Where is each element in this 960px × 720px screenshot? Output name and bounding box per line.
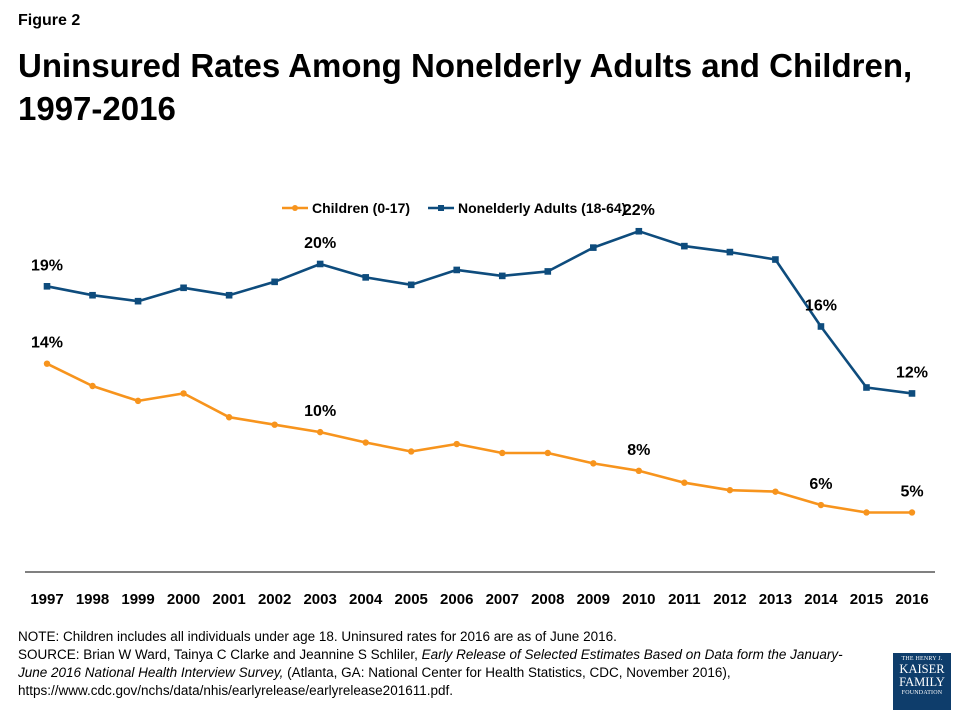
- source-text: SOURCE: Brian W Ward, Tainya C Clarke an…: [18, 646, 868, 700]
- series-0-data-label-2003: 10%: [304, 403, 336, 420]
- series-1-point-2013: [772, 256, 779, 263]
- series-0-data-label-2010: 8%: [627, 442, 650, 459]
- series-1-data-label-2014: 16%: [805, 297, 837, 314]
- series-1-point-2003: [316, 260, 324, 268]
- series-1-line: [46, 229, 913, 395]
- series-0-point-1999: [134, 397, 142, 405]
- chart-legend: Children (0-17) Nonelderly Adults (18-64): [282, 200, 626, 216]
- series-0-point-2002: [271, 421, 278, 428]
- series-0-point-2007: [499, 449, 506, 457]
- chart-title: Uninsured Rates Among Nonelderly Adults …: [18, 47, 913, 127]
- series-1-data-label-2003: 20%: [304, 235, 336, 252]
- series-1-point-2005: [407, 281, 415, 289]
- series-0-point-2001: [225, 414, 233, 421]
- x-tick-label-2003: 2003: [303, 591, 336, 608]
- x-tick-label-2015: 2015: [850, 591, 883, 608]
- series-1-data-label-2010: 22%: [623, 202, 655, 219]
- series-1-point-2007: [498, 272, 506, 280]
- series-1-point-2014: [817, 323, 825, 330]
- note-text: NOTE: Children includes all individuals …: [18, 629, 617, 644]
- series-1-point-2004: [362, 274, 369, 281]
- series-1-point-1997: [43, 283, 51, 290]
- series-0-point-2013: [772, 488, 779, 495]
- series-1-point-2001: [225, 291, 233, 299]
- x-tick-label-2005: 2005: [395, 591, 428, 608]
- x-tick-label-2002: 2002: [258, 591, 291, 608]
- series-0-point-1997: [43, 360, 51, 367]
- series-0-point-2008: [544, 449, 551, 457]
- series-1-point-1999: [134, 297, 142, 305]
- series-1-data-label-2016: 12%: [896, 364, 928, 381]
- series-1-point-2006: [453, 266, 461, 274]
- series-1-point-1998: [89, 291, 96, 299]
- series-1-point-2009: [590, 244, 597, 251]
- source-title: Early Release of Selected Estimates Base…: [18, 647, 843, 680]
- series-0-point-2003: [316, 428, 324, 436]
- series-0-point-2006: [453, 440, 460, 448]
- logo-line-4: FOUNDATION: [901, 690, 943, 696]
- series-0-point-2005: [408, 448, 415, 455]
- source-suffix: (Atlanta, GA: National Center for Health…: [18, 665, 731, 698]
- series-0-point-2004: [362, 439, 369, 446]
- series-0-point-2011: [681, 479, 688, 486]
- series-1-point-2002: [271, 278, 278, 286]
- series-1-point-2016: [908, 390, 916, 397]
- x-tick-label-2010: 2010: [622, 591, 655, 608]
- figure-label: Figure 2: [18, 12, 81, 29]
- series-0-data-label-2014: 6%: [809, 476, 832, 493]
- x-tick-label-2000: 2000: [167, 591, 200, 608]
- x-tick-label-1999: 1999: [121, 591, 154, 608]
- source-prefix: SOURCE: Brian W Ward, Tainya C Clarke an…: [18, 647, 422, 662]
- x-tick-label-2012: 2012: [713, 591, 746, 608]
- logo-line-1: THE HENRY J.: [901, 656, 943, 662]
- x-tick-label-2004: 2004: [349, 591, 383, 608]
- x-tick-label-1997: 1997: [30, 591, 63, 608]
- series-1-point-2008: [544, 268, 552, 275]
- series-1-point-2012: [726, 248, 734, 256]
- series-0-point-1998: [89, 382, 96, 390]
- legend-item-1-label: Nonelderly Adults (18-64): [458, 200, 626, 216]
- series-0-point-2014: [817, 501, 825, 509]
- logo-line-3: FAMILY: [899, 675, 945, 689]
- x-tick-label-2007: 2007: [486, 591, 519, 608]
- series-0-point-2015: [863, 509, 870, 516]
- legend-item-1-marker: [438, 205, 445, 211]
- legend-item-0-marker: [292, 205, 298, 211]
- series-0-point-2016: [908, 509, 916, 516]
- series-1-point-2000: [180, 284, 187, 292]
- x-tick-label-2011: 2011: [668, 591, 701, 608]
- series-1-point-2015: [863, 384, 870, 391]
- chart-notes: NOTE: Children includes all individuals …: [18, 628, 868, 700]
- series-0-line: [46, 362, 912, 514]
- series-0-point-2012: [726, 486, 734, 494]
- x-tick-label-2016: 2016: [895, 591, 928, 608]
- x-tick-label-1998: 1998: [76, 591, 109, 608]
- x-tick-label-2009: 2009: [577, 591, 610, 608]
- x-tick-label-2008: 2008: [531, 591, 564, 608]
- series-0-point-2000: [180, 390, 187, 397]
- series-1-data-label-1997: 19%: [31, 257, 63, 274]
- kff-logo: THE HENRY J. KAISER FAMILY FOUNDATION: [893, 653, 951, 710]
- legend-item-0-label: Children (0-17): [312, 200, 410, 216]
- x-tick-label-2006: 2006: [440, 591, 473, 608]
- series-1-point-2011: [681, 242, 688, 250]
- series-0-data-label-1997: 14%: [31, 335, 63, 352]
- x-tick-label-2014: 2014: [804, 591, 838, 608]
- line-chart: Children (0-17) Nonelderly Adults (18-64)…: [25, 200, 935, 608]
- x-tick-label-2001: 2001: [212, 591, 245, 608]
- series-1-point-2010: [635, 227, 643, 235]
- logo-line-2: KAISER: [899, 662, 945, 676]
- series-0-data-label-2016: 5%: [900, 483, 923, 500]
- series-0-point-2009: [590, 460, 597, 467]
- series-0-point-2010: [635, 467, 643, 475]
- x-tick-label-2013: 2013: [759, 591, 792, 608]
